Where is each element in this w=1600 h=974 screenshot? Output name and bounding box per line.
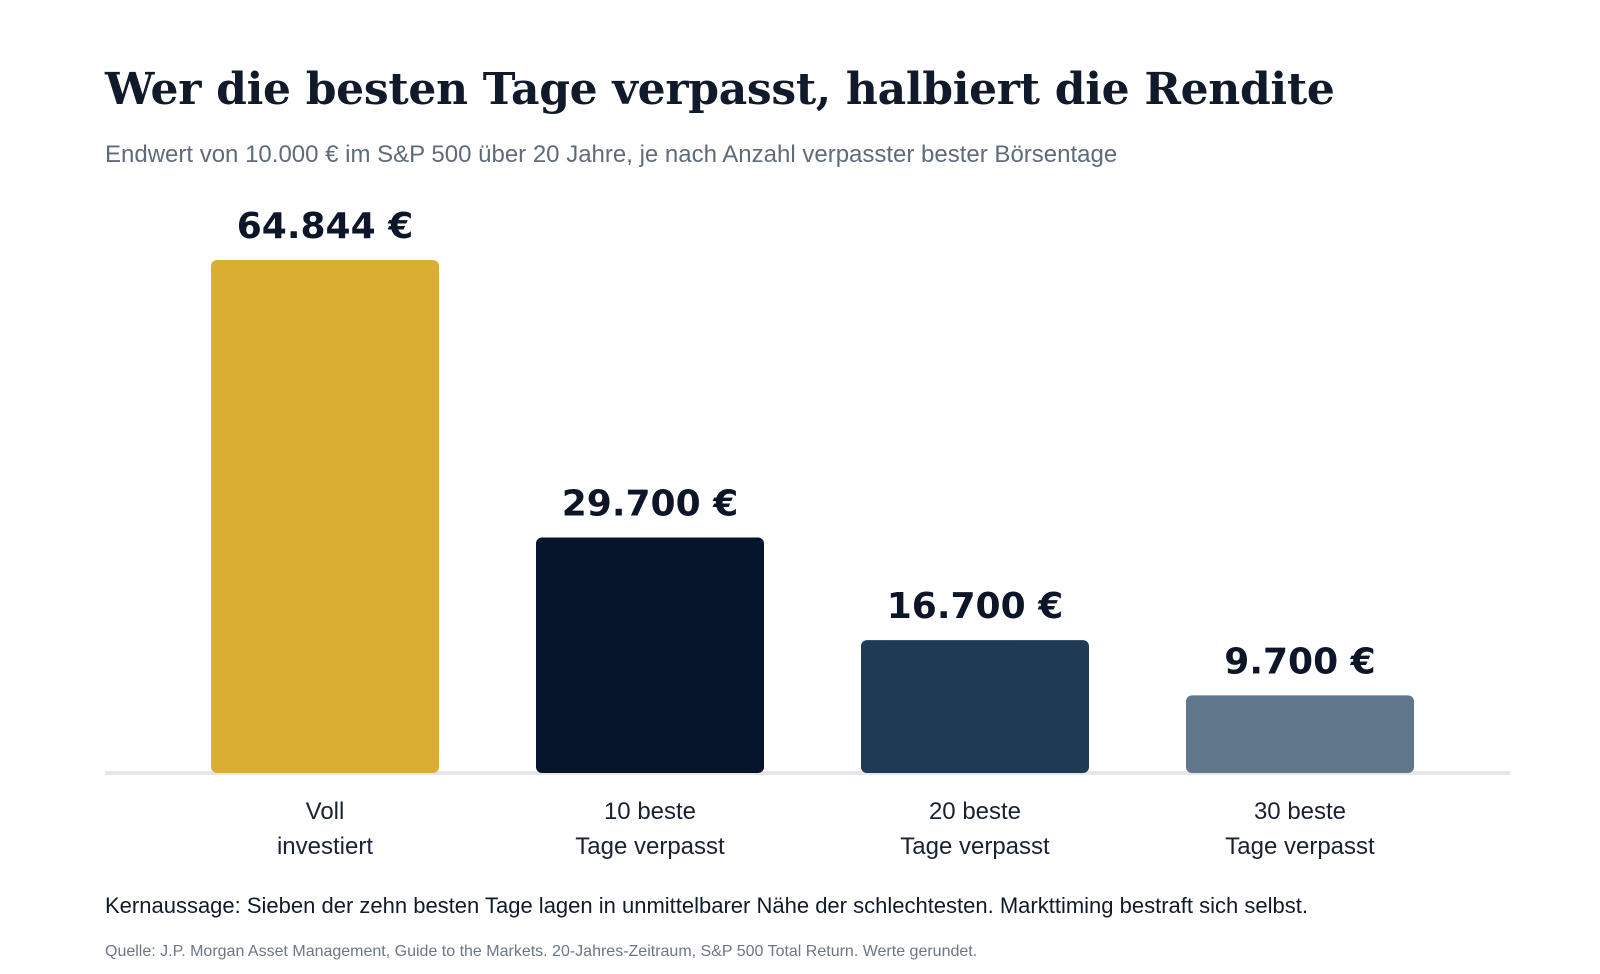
chart-subtitle: Endwert von 10.000 € im S&P 500 über 20 … <box>105 141 1118 168</box>
category-label: 10 beste <box>604 798 696 825</box>
bar <box>211 260 439 773</box>
category-label: Voll <box>306 798 345 825</box>
bar <box>1186 695 1414 773</box>
bar-value-label: 64.844 € <box>237 206 414 247</box>
category-label: 30 beste <box>1254 798 1346 825</box>
bar-value-label: 29.700 € <box>562 483 739 524</box>
source-note: Quelle: J.P. Morgan Asset Management, Gu… <box>105 943 978 960</box>
category-label: 20 beste <box>929 798 1021 825</box>
bar-value-label: 9.700 € <box>1224 641 1375 682</box>
category-label: investiert <box>277 833 373 860</box>
category-label: Tage verpasst <box>575 833 725 860</box>
key-message: Kernaussage: Sieben der zehn besten Tage… <box>105 893 1308 918</box>
bar <box>861 640 1089 773</box>
chart-title: Wer die besten Tage verpasst, halbiert d… <box>105 64 1335 115</box>
bar <box>536 537 764 773</box>
category-label: Tage verpasst <box>1225 833 1375 860</box>
x-axis-baseline <box>105 771 1510 775</box>
bar-value-label: 16.700 € <box>887 586 1064 627</box>
category-label: Tage verpasst <box>900 833 1050 860</box>
